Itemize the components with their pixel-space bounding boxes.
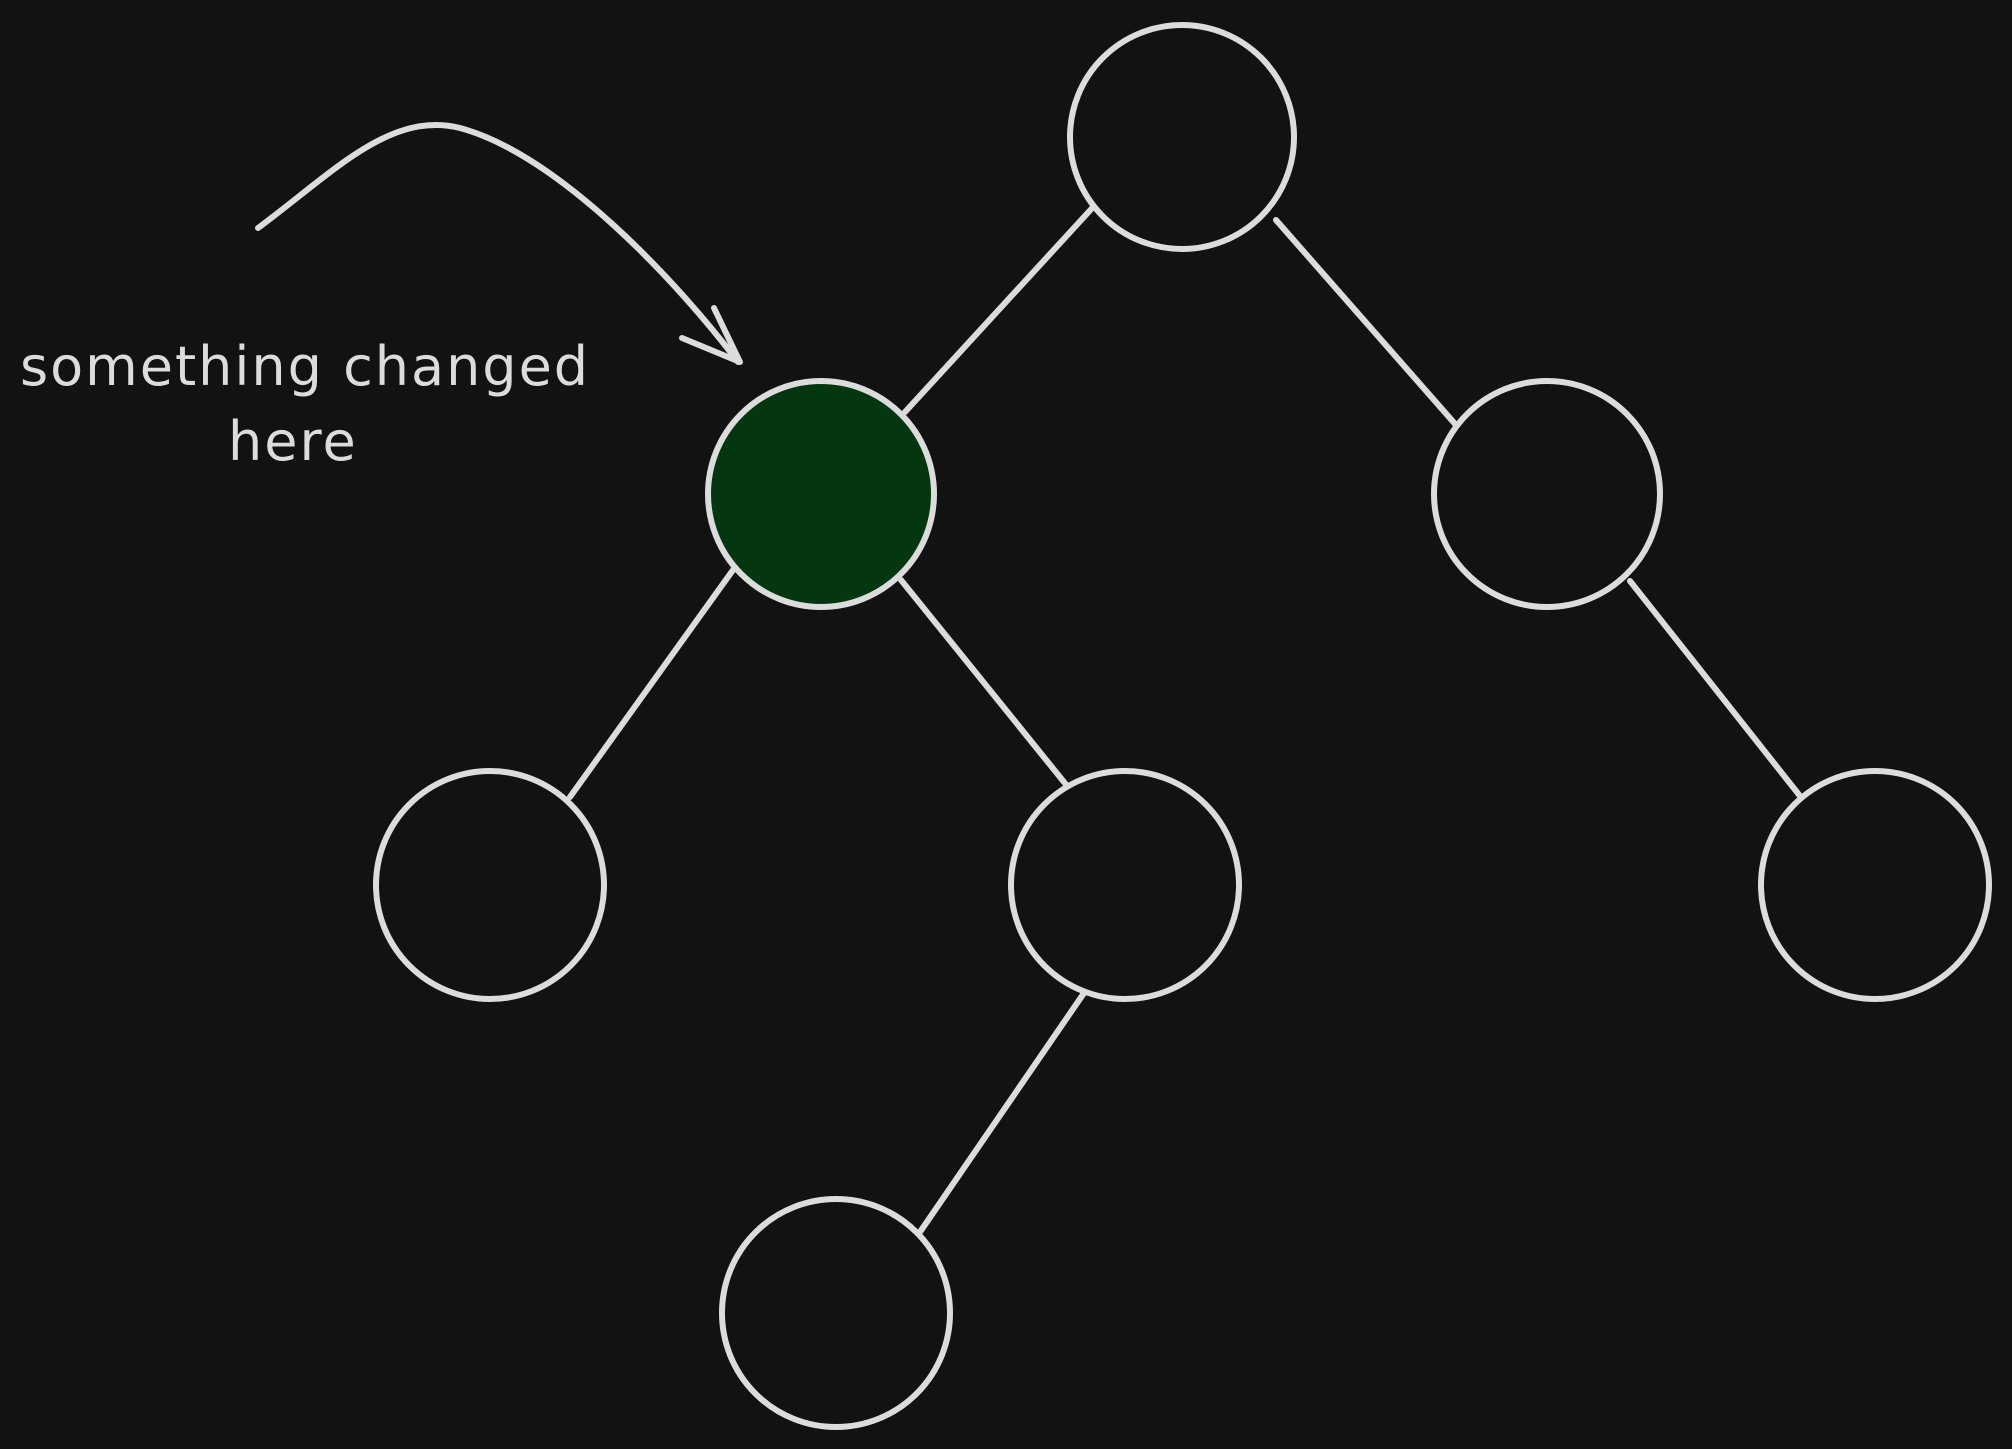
edge-root-right (1273, 217, 1459, 428)
tree-node-mid-child (1008, 768, 1242, 1002)
tree-node-left-highlighted (705, 378, 937, 610)
tree-node-root (1067, 22, 1297, 252)
edge-left-midchild (898, 577, 1071, 790)
edge-right-rightleaf (1627, 578, 1803, 799)
edge-midchild-bottom (917, 990, 1087, 1235)
edge-root-left (902, 202, 1098, 415)
annotation: something changed here (20, 335, 590, 473)
arrow-head (679, 305, 743, 365)
tree-node-bottom-leaf (719, 1196, 953, 1430)
annotation-arrow (255, 121, 743, 365)
arrow-curve (255, 121, 741, 365)
nodes (373, 22, 1992, 1430)
tree-node-right-leaf (1758, 768, 1992, 1002)
tree-node-right (1431, 378, 1663, 610)
tree-node-left-leaf (373, 768, 607, 1002)
annotation-line-1: something changed (20, 335, 590, 398)
annotation-line-2: here (228, 410, 358, 473)
edges (567, 202, 1803, 1235)
edge-left-leftleaf (567, 567, 736, 800)
